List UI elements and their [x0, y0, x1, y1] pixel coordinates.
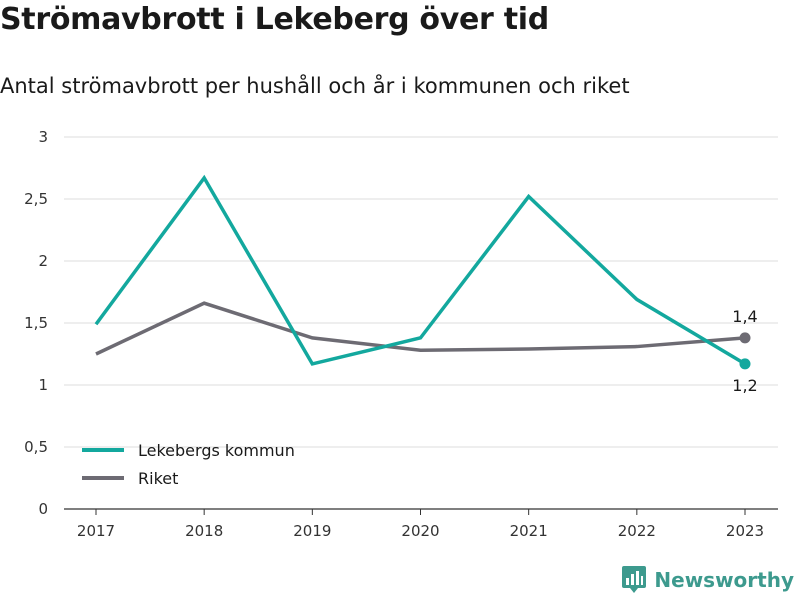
y-tick-label: 0 [38, 500, 48, 518]
x-tick-label: 2022 [618, 522, 656, 540]
brand-name: Newsworthy [654, 568, 794, 592]
x-tick-label: 2017 [77, 522, 115, 540]
y-tick-label: 3 [38, 128, 48, 146]
chart-subtitle: Antal strömavbrott per hushåll och år i … [0, 74, 630, 98]
y-tick-label: 1,5 [24, 314, 48, 332]
legend-label: Lekebergs kommun [138, 441, 295, 460]
axes: 0 0,5 1 1,5 2 2,5 3 2017 2018 2019 2020 2021 2022 202… [24, 128, 778, 540]
y-tick-label: 2 [38, 252, 48, 270]
end-value-label: 1,4 [732, 307, 757, 326]
x-tick-label: 2018 [185, 522, 223, 540]
newsworthy-logo-icon [622, 566, 647, 593]
legend: Lekebergs kommun Riket [82, 441, 295, 488]
x-tick-label: 2020 [401, 522, 439, 540]
y-tick-label: 1 [38, 376, 48, 394]
x-tick-label: 2023 [726, 522, 764, 540]
series-lines [94, 174, 751, 370]
series-line-riket [95, 301, 746, 356]
end-labels: 1,2 1,4 [732, 307, 757, 395]
legend-label: Riket [138, 469, 178, 488]
x-tick-label: 2021 [510, 522, 548, 540]
end-point-marker [739, 332, 751, 344]
end-value-label: 1,2 [732, 376, 757, 395]
grid-lines [64, 136, 778, 448]
chart-title: Strömavbrott i Lekeberg över tid [0, 2, 549, 37]
x-tick-label: 2019 [293, 522, 331, 540]
brand-logo: Newsworthy [622, 566, 794, 594]
end-point-marker [739, 358, 751, 370]
series-line-lekeberg [94, 174, 746, 366]
y-tick-label: 2,5 [24, 190, 48, 208]
y-tick-label: 0,5 [24, 438, 48, 456]
